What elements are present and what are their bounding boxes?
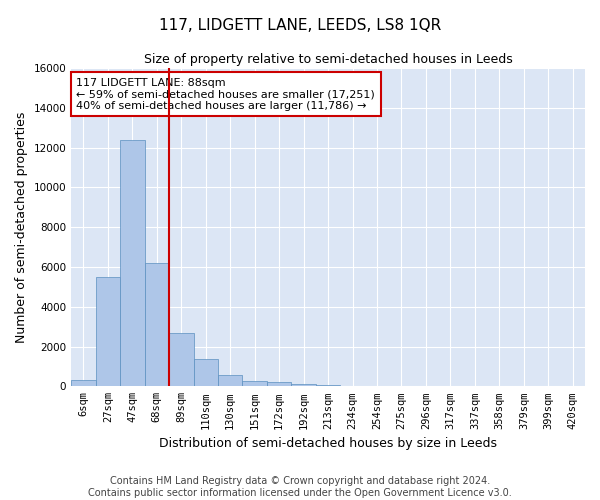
Bar: [267, 382, 292, 386]
Bar: [120, 140, 145, 386]
Bar: [169, 332, 194, 386]
Bar: [292, 384, 316, 386]
Bar: [71, 380, 95, 386]
Y-axis label: Number of semi-detached properties: Number of semi-detached properties: [15, 112, 28, 343]
Bar: [194, 360, 218, 386]
Bar: [242, 380, 267, 386]
Text: 117, LIDGETT LANE, LEEDS, LS8 1QR: 117, LIDGETT LANE, LEEDS, LS8 1QR: [159, 18, 441, 32]
Bar: [95, 277, 120, 386]
Text: Contains HM Land Registry data © Crown copyright and database right 2024.
Contai: Contains HM Land Registry data © Crown c…: [88, 476, 512, 498]
Bar: [218, 375, 242, 386]
Text: 117 LIDGETT LANE: 88sqm
← 59% of semi-detached houses are smaller (17,251)
40% o: 117 LIDGETT LANE: 88sqm ← 59% of semi-de…: [76, 78, 375, 111]
Title: Size of property relative to semi-detached houses in Leeds: Size of property relative to semi-detach…: [144, 52, 512, 66]
X-axis label: Distribution of semi-detached houses by size in Leeds: Distribution of semi-detached houses by …: [159, 437, 497, 450]
Bar: [145, 263, 169, 386]
Bar: [316, 384, 340, 386]
